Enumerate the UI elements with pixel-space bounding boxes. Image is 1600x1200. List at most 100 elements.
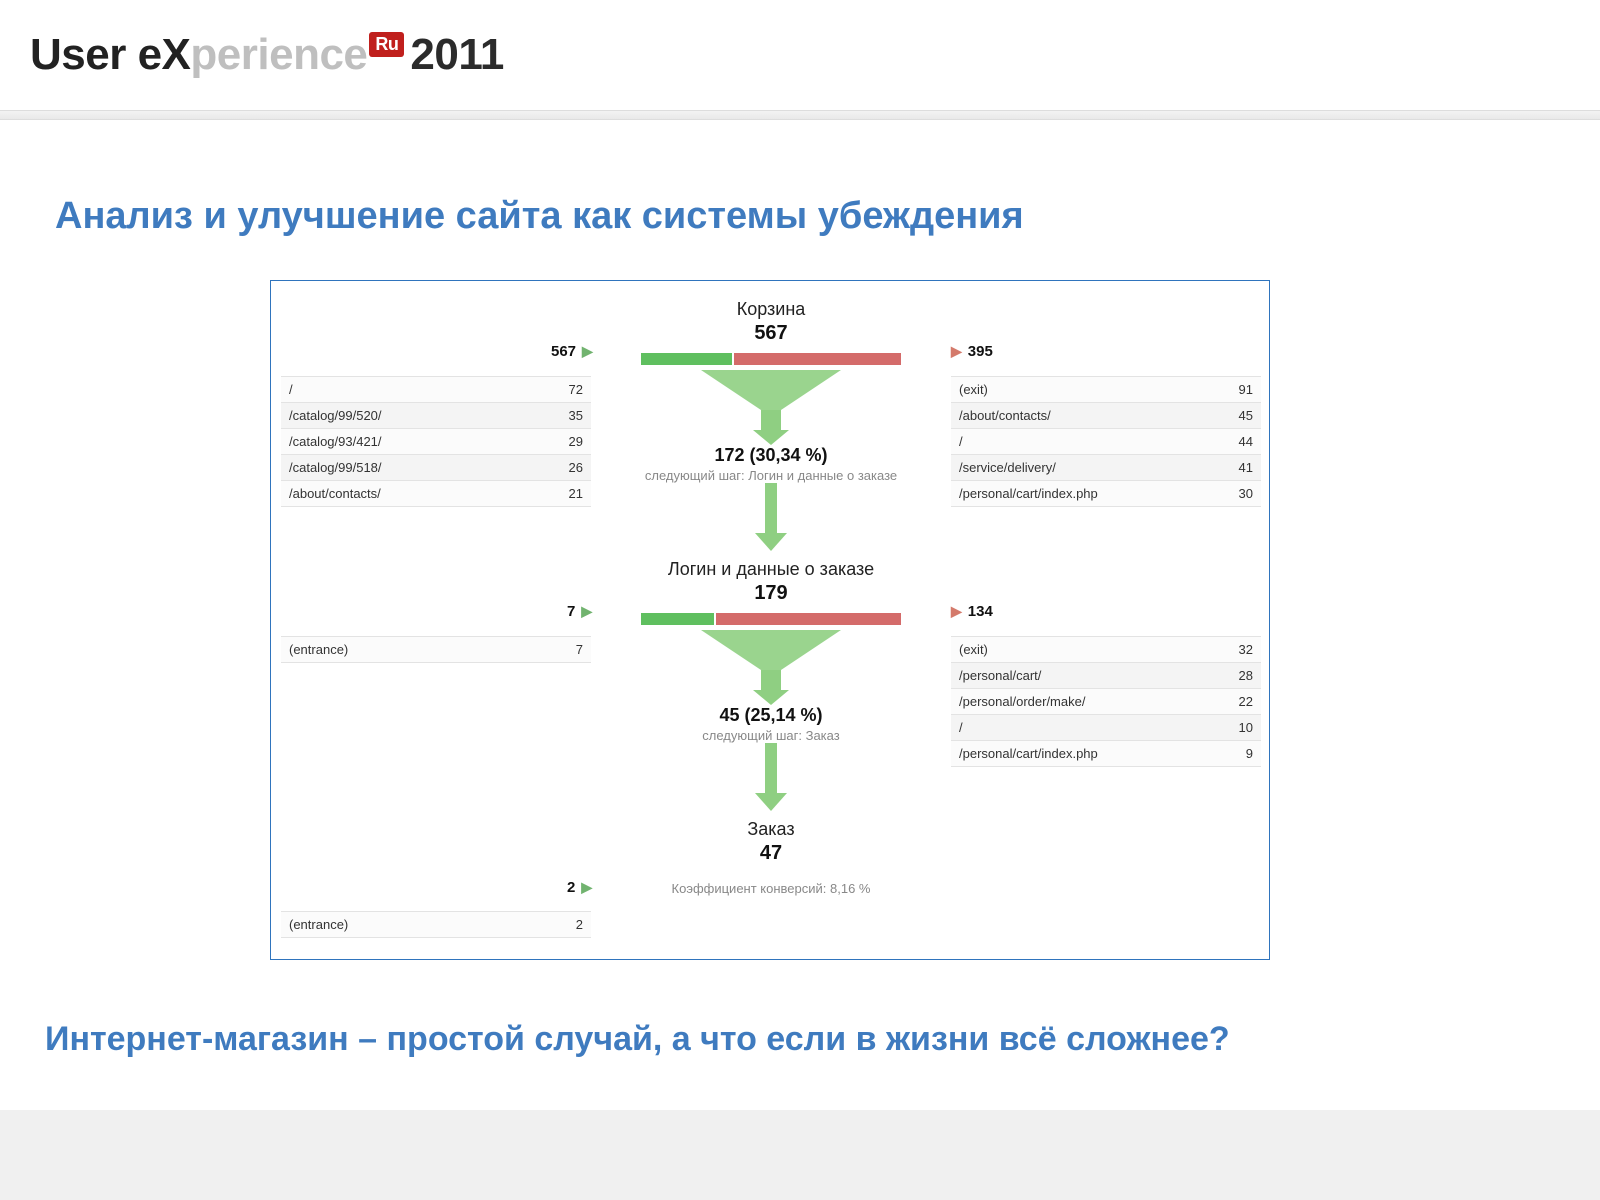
in-count-3: 2 ▶ xyxy=(567,879,592,896)
in-count-1: 567 ▶ xyxy=(551,343,593,360)
funnel-icon xyxy=(681,625,861,705)
count-cell: 72 xyxy=(541,377,591,403)
table-row: /10 xyxy=(951,715,1261,741)
path-cell: (exit) xyxy=(951,637,1211,663)
path-cell: /personal/order/make/ xyxy=(951,689,1211,715)
in-count-value: 2 xyxy=(567,879,575,896)
path-cell: (exit) xyxy=(951,377,1211,403)
step-title: Корзина xyxy=(601,299,941,320)
logo-year: 2011 xyxy=(410,30,503,79)
table: /72/catalog/99/520/35/catalog/93/421/29/… xyxy=(281,376,591,507)
table-row: /catalog/99/520/35 xyxy=(281,403,591,429)
table: (entrance)7 xyxy=(281,636,591,663)
out-count-2: ▶ 134 xyxy=(951,603,993,620)
triangle-in-icon: ▶ xyxy=(581,603,592,620)
drop-stat: 172 (30,34 %) xyxy=(601,445,941,466)
count-cell: 21 xyxy=(541,481,591,507)
table-row: /44 xyxy=(951,429,1261,455)
header-divider xyxy=(0,110,1600,120)
table-row: /service/delivery/41 xyxy=(951,455,1261,481)
count-cell: 32 xyxy=(1211,637,1261,663)
count-cell: 28 xyxy=(1211,663,1261,689)
table-row: (exit)32 xyxy=(951,637,1261,663)
count-cell: 10 xyxy=(1211,715,1261,741)
triangle-in-icon: ▶ xyxy=(581,879,592,896)
step-bar xyxy=(641,613,901,625)
count-cell: 29 xyxy=(541,429,591,455)
table: (exit)91/about/contacts/45/44/service/de… xyxy=(951,376,1261,507)
in-count-2: 7 ▶ xyxy=(567,603,592,620)
count-cell: 22 xyxy=(1211,689,1261,715)
funnel-canvas: Корзина 567 172 (30,34 %) следующий шаг:… xyxy=(270,280,1270,960)
slide-subtitle: Интернет-магазин – простой случай, а что… xyxy=(45,1020,1230,1059)
arrow-down-icon xyxy=(751,483,791,553)
path-cell: /service/delivery/ xyxy=(951,455,1211,481)
table-row: /personal/cart/index.php30 xyxy=(951,481,1261,507)
bar-green xyxy=(641,353,732,365)
step-title: Логин и данные о заказе xyxy=(601,559,941,580)
step-count: 47 xyxy=(601,842,941,865)
triangle-out-icon: ▶ xyxy=(951,343,962,360)
count-cell: 35 xyxy=(541,403,591,429)
step-title: Заказ xyxy=(601,819,941,840)
out-count-value: 395 xyxy=(968,343,993,360)
logo: User eXperienceRu2011 xyxy=(30,30,504,80)
path-cell: /personal/cart/ xyxy=(951,663,1211,689)
path-cell: /about/contacts/ xyxy=(281,481,541,507)
count-cell: 7 xyxy=(541,637,591,663)
count-cell: 91 xyxy=(1211,377,1261,403)
count-cell: 2 xyxy=(541,912,591,938)
funnel-step-2: Логин и данные о заказе 179 xyxy=(601,559,941,625)
path-cell: /catalog/93/421/ xyxy=(281,429,541,455)
logo-badge: Ru xyxy=(369,32,404,57)
table-row: /catalog/93/421/29 xyxy=(281,429,591,455)
path-cell: (entrance) xyxy=(281,912,541,938)
drop-stat: 45 (25,14 %) xyxy=(601,705,941,726)
path-cell: (entrance) xyxy=(281,637,541,663)
table-row: (exit)91 xyxy=(951,377,1261,403)
logo-text-fade: perience xyxy=(190,30,367,79)
funnel-icon xyxy=(681,365,861,445)
path-cell: / xyxy=(951,715,1211,741)
count-cell: 44 xyxy=(1211,429,1261,455)
count-cell: 9 xyxy=(1211,741,1261,767)
footer-band xyxy=(0,1110,1600,1200)
path-cell: /catalog/99/520/ xyxy=(281,403,541,429)
arrow-down-icon xyxy=(751,743,791,813)
out-table-2: (exit)32/personal/cart/28/personal/order… xyxy=(951,636,1261,767)
in-table-3: (entrance)2 xyxy=(281,911,591,938)
table-row: /personal/cart/index.php9 xyxy=(951,741,1261,767)
logo-text-bold: eX xyxy=(138,30,191,79)
table-row: /catalog/99/518/26 xyxy=(281,455,591,481)
count-cell: 26 xyxy=(541,455,591,481)
triangle-in-icon: ▶ xyxy=(582,343,593,360)
count-cell: 41 xyxy=(1211,455,1261,481)
funnel-step-3: Заказ 47 Коэффициент конверсий: 8,16 % xyxy=(601,819,941,896)
path-cell: / xyxy=(951,429,1211,455)
table-row: /about/contacts/21 xyxy=(281,481,591,507)
step-count: 179 xyxy=(601,582,941,605)
drop-sub: следующий шаг: Логин и данные о заказе xyxy=(601,468,941,483)
count-cell: 45 xyxy=(1211,403,1261,429)
conversion-label: Коэффициент конверсий: 8,16 % xyxy=(601,881,941,896)
step-bar xyxy=(641,353,901,365)
bar-green xyxy=(641,613,714,625)
path-cell: /about/contacts/ xyxy=(951,403,1211,429)
table-row: /personal/cart/28 xyxy=(951,663,1261,689)
table-row: /about/contacts/45 xyxy=(951,403,1261,429)
in-table-1: /72/catalog/99/520/35/catalog/93/421/29/… xyxy=(281,376,591,507)
table: (exit)32/personal/cart/28/personal/order… xyxy=(951,636,1261,767)
path-cell: /catalog/99/518/ xyxy=(281,455,541,481)
table-row: (entrance)2 xyxy=(281,912,591,938)
in-count-value: 7 xyxy=(567,603,575,620)
table-row: /72 xyxy=(281,377,591,403)
path-cell: / xyxy=(281,377,541,403)
out-count-1: ▶ 395 xyxy=(951,343,993,360)
in-count-value: 567 xyxy=(551,343,576,360)
bar-red xyxy=(732,353,901,365)
count-cell: 30 xyxy=(1211,481,1261,507)
step-count: 567 xyxy=(601,322,941,345)
slide-title: Анализ и улучшение сайта как системы убе… xyxy=(55,195,1024,238)
bar-red xyxy=(714,613,901,625)
out-count-value: 134 xyxy=(968,603,993,620)
